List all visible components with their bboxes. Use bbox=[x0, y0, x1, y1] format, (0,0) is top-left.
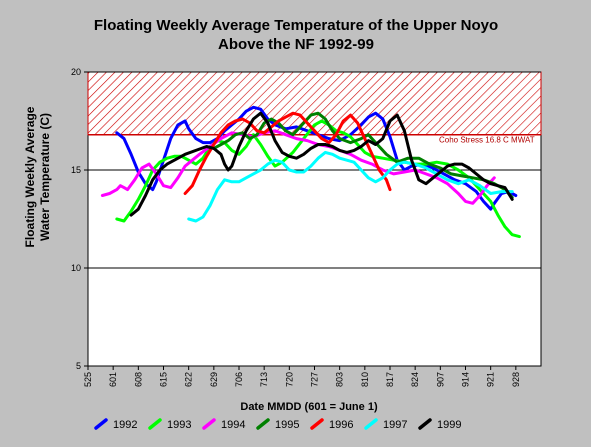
x-tick-label-921: 921 bbox=[486, 372, 496, 387]
legend-label-1992: 1992 bbox=[113, 419, 137, 431]
x-tick-label-720: 720 bbox=[284, 372, 294, 387]
series-line-1997 bbox=[187, 150, 514, 223]
legend-swatch-1999 bbox=[418, 418, 432, 430]
x-tick-label-713: 713 bbox=[259, 372, 269, 387]
legend-swatch-1993 bbox=[148, 418, 162, 430]
x-tick-label-907: 907 bbox=[435, 372, 445, 387]
legend-label-1993: 1993 bbox=[167, 419, 191, 431]
x-tick-label-928: 928 bbox=[511, 372, 521, 387]
x-tick-label-803: 803 bbox=[335, 372, 345, 387]
x-tick-label-817: 817 bbox=[385, 372, 395, 387]
x-tick-label-629: 629 bbox=[209, 372, 219, 387]
y-tick-label-5: 5 bbox=[76, 361, 81, 371]
legend-swatch-1996 bbox=[310, 418, 324, 430]
chart-title-line2: Above the NF 1992-99 bbox=[218, 36, 374, 53]
y-tick-label-20: 20 bbox=[71, 67, 81, 77]
stress-label: Coho Stress 16.8 C MWAT bbox=[439, 136, 535, 145]
series-line-1995 bbox=[212, 111, 514, 199]
x-tick-label-608: 608 bbox=[133, 372, 143, 387]
legend-swatch-1992 bbox=[94, 418, 108, 430]
series-line-1992 bbox=[115, 105, 518, 211]
x-axis-label: Date MMDD (601 = June 1) bbox=[240, 401, 378, 413]
x-tick-label-601: 601 bbox=[108, 372, 118, 387]
x-tick-label-727: 727 bbox=[310, 372, 320, 387]
series-line-1993 bbox=[115, 119, 521, 239]
legend-swatch-1995 bbox=[256, 418, 270, 430]
chart-title-line1: Floating Weekly Average Temperature of t… bbox=[94, 17, 498, 34]
x-tick-label-525: 525 bbox=[83, 372, 93, 387]
series-line-1999 bbox=[129, 111, 514, 217]
x-tick-label-706: 706 bbox=[234, 372, 244, 387]
legend-swatch-1994 bbox=[202, 418, 216, 430]
legend-label-1999: 1999 bbox=[437, 419, 461, 431]
legend-swatch-1997 bbox=[364, 418, 378, 430]
legend-label-1997: 1997 bbox=[383, 419, 407, 431]
x-tick-label-615: 615 bbox=[159, 372, 169, 387]
legend-label-1996: 1996 bbox=[329, 419, 353, 431]
legend-label-1995: 1995 bbox=[275, 419, 299, 431]
x-tick-label-914: 914 bbox=[461, 372, 471, 387]
x-tick-label-810: 810 bbox=[360, 372, 370, 387]
y-tick-label-15: 15 bbox=[71, 165, 81, 175]
y-axis-label-line2: Water Temperature (C) bbox=[38, 113, 52, 241]
x-tick-label-824: 824 bbox=[410, 372, 420, 387]
legend-label-1994: 1994 bbox=[221, 419, 245, 431]
series-line-1996 bbox=[183, 111, 392, 195]
x-tick-label-622: 622 bbox=[184, 372, 194, 387]
y-tick-label-10: 10 bbox=[71, 263, 81, 273]
y-axis-label-line1: Floating Weekly Average bbox=[23, 106, 37, 247]
